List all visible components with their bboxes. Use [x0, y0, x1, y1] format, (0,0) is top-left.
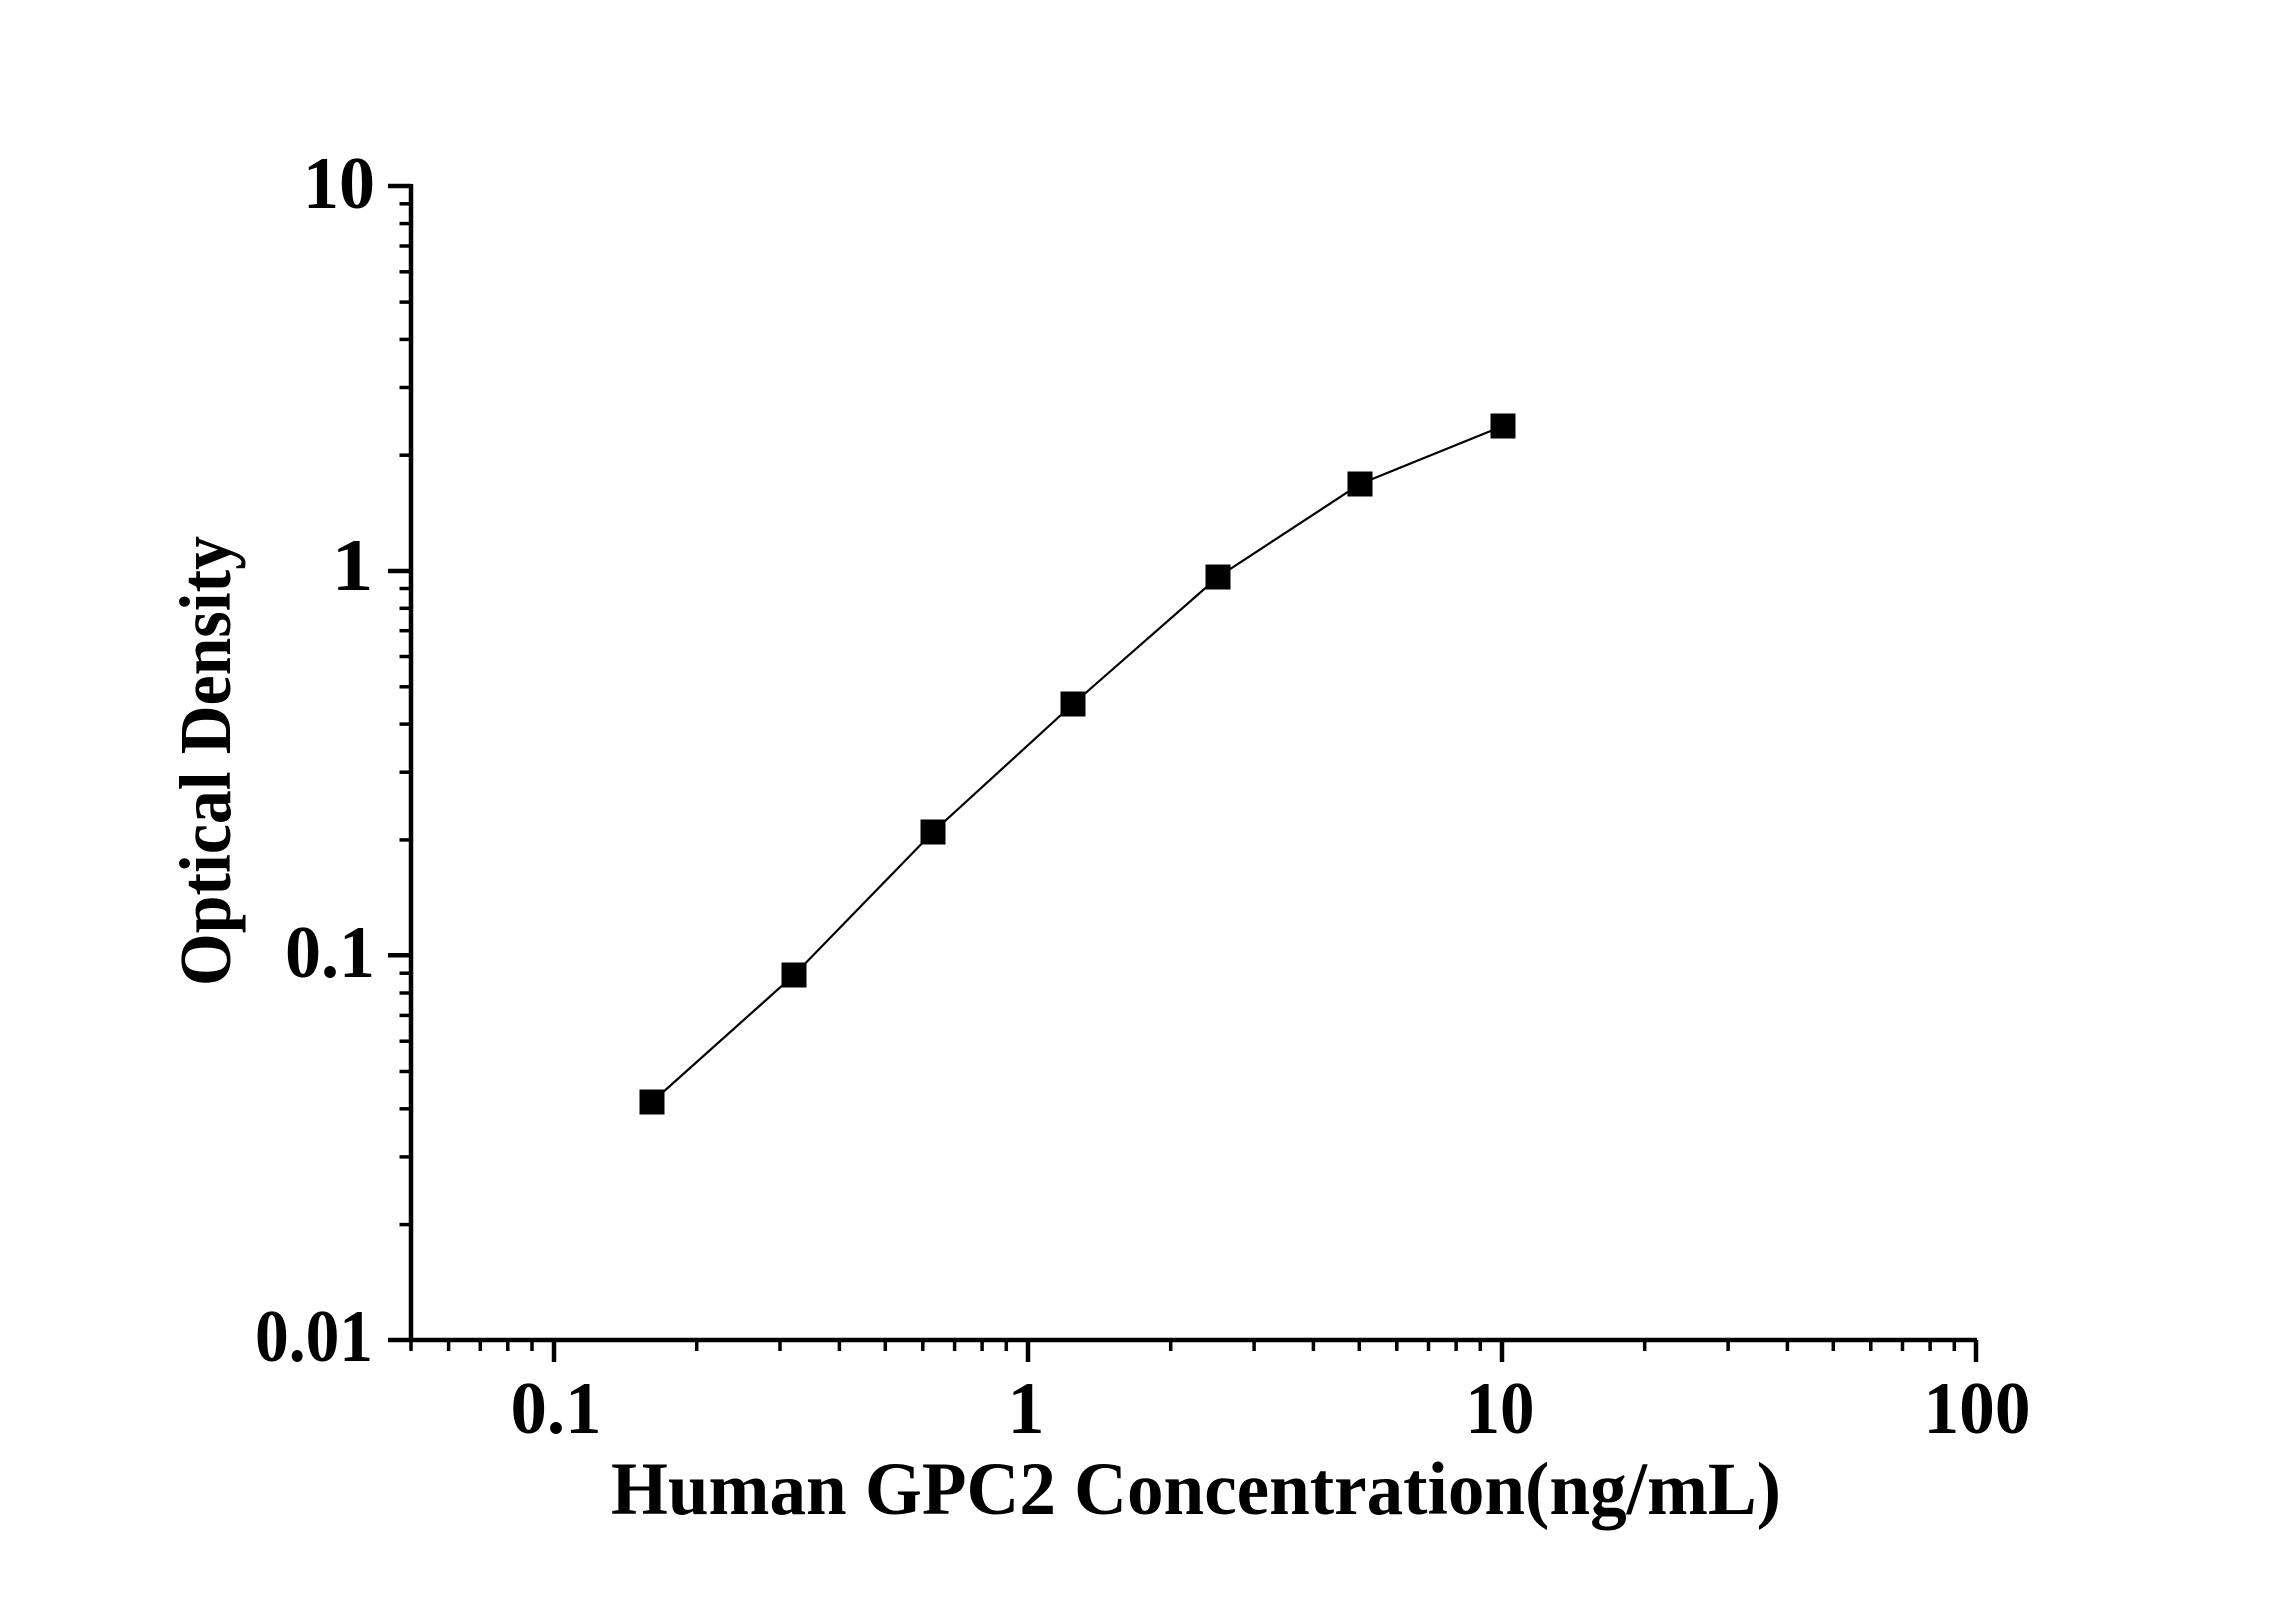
- svg-text:1: 1: [332, 525, 374, 607]
- svg-text:Optical Density: Optical Density: [165, 536, 246, 986]
- svg-text:0.1: 0.1: [285, 912, 375, 994]
- svg-text:0.01: 0.01: [255, 1296, 373, 1378]
- svg-text:10: 10: [1466, 1368, 1535, 1450]
- svg-text:1: 1: [1008, 1368, 1045, 1450]
- svg-text:10: 10: [303, 143, 375, 225]
- svg-text:Human GPC2 Concentration(ng/mL: Human GPC2 Concentration(ng/mL): [611, 1448, 1781, 1531]
- svg-text:0.1: 0.1: [511, 1368, 602, 1450]
- svg-text:100: 100: [1924, 1368, 2031, 1450]
